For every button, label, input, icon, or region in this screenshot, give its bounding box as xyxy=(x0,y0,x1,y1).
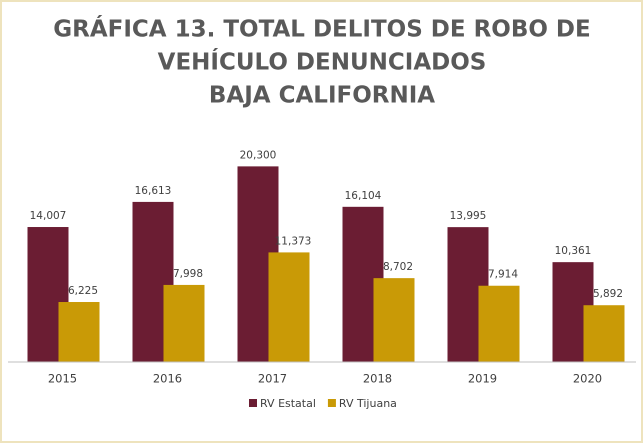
data-label: 7,914 xyxy=(488,269,518,281)
legend-swatch xyxy=(249,399,257,407)
x-tick-label: 2019 xyxy=(468,372,497,386)
x-tick-label: 2018 xyxy=(363,372,392,386)
x-tick-label: 2015 xyxy=(48,372,77,386)
data-label: 11,373 xyxy=(275,235,312,247)
bar xyxy=(373,278,415,362)
chart-title: GRÁFICA 13. TOTAL DELITOS DE ROBO DE xyxy=(53,15,591,43)
data-label: 6,225 xyxy=(68,285,98,297)
bar xyxy=(163,284,205,362)
bar xyxy=(268,252,310,362)
legend-label: RV Estatal xyxy=(260,397,316,410)
data-label: 16,104 xyxy=(345,190,382,202)
data-label: 7,998 xyxy=(173,268,203,280)
bar xyxy=(58,302,100,362)
bar xyxy=(583,305,625,362)
data-label: 8,702 xyxy=(383,261,413,273)
legend-swatch xyxy=(327,399,336,407)
data-label: 16,613 xyxy=(135,185,172,197)
data-label: 5,892 xyxy=(593,288,623,300)
chart-title: BAJA CALIFORNIA xyxy=(209,83,435,109)
bar xyxy=(478,285,520,362)
data-label: 13,995 xyxy=(450,210,487,222)
x-tick-label: 2016 xyxy=(153,372,182,386)
x-tick-label: 2020 xyxy=(573,372,602,386)
legend-label: RV Tijuana xyxy=(339,397,397,410)
data-label: 20,300 xyxy=(240,149,277,161)
chart-title: VEHÍCULO DENUNCIADOS xyxy=(158,48,487,76)
data-label: 10,361 xyxy=(555,245,592,257)
data-label: 14,007 xyxy=(30,210,67,222)
x-tick-label: 2017 xyxy=(258,372,287,386)
